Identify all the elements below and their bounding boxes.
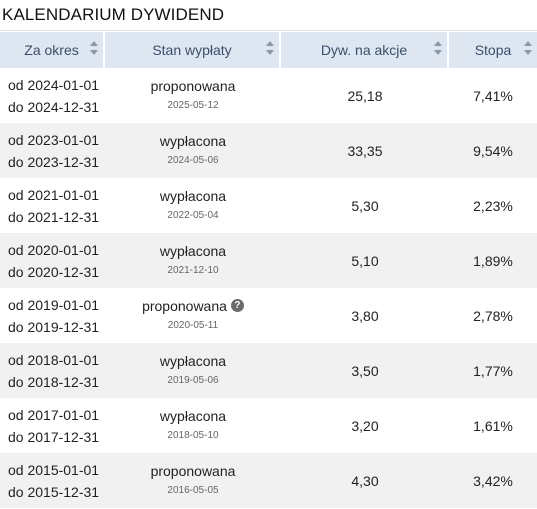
dividend-cell: 5,30: [281, 178, 449, 233]
column-header-dividend[interactable]: Dyw. na akcje: [281, 31, 449, 68]
period-to: do 2023-12-31: [8, 153, 100, 170]
status-date: 2020-05-11: [167, 319, 219, 331]
period-from: od 2024-01-01: [8, 76, 100, 93]
status-date: 2022-05-04: [167, 209, 219, 221]
dividend-cell: 5,10: [281, 233, 449, 288]
column-header-label: Za okres: [24, 42, 79, 58]
sort-icon[interactable]: [266, 41, 274, 55]
table-row: od 2015-01-01 do 2015-12-31 proponowana 20…: [0, 453, 537, 508]
period-to: do 2018-12-31: [8, 373, 100, 390]
status-date: 2024-05-06: [167, 154, 219, 166]
table-row: od 2023-01-01 do 2023-12-31 wypłacona 2024…: [0, 123, 537, 178]
status-cell: wypłacona 2019-05-06: [105, 343, 281, 398]
rate-cell: 9,54%: [449, 123, 537, 178]
period-cell: od 2023-01-01 do 2023-12-31: [0, 123, 105, 178]
sort-icon[interactable]: [90, 41, 98, 55]
rate-cell: 1,89%: [449, 233, 537, 288]
rate-cell: 1,61%: [449, 398, 537, 453]
period-from: od 2021-01-01: [8, 186, 100, 203]
table-row: od 2021-01-01 do 2021-12-31 wypłacona 2022…: [0, 178, 537, 233]
rate-cell: 3,42%: [449, 453, 537, 508]
status-date: 2025-05-12: [167, 99, 219, 111]
status-cell: proponowana? 2020-05-11: [105, 288, 281, 343]
rate-cell: 2,78%: [449, 288, 537, 343]
table-row: od 2017-01-01 do 2017-12-31 wypłacona 2018…: [0, 398, 537, 453]
period-to: do 2015-12-31: [8, 483, 100, 500]
period-to: do 2021-12-31: [8, 208, 100, 225]
table-header-row: Za okres Stan wypłaty Dyw. na akcje Stop…: [0, 31, 537, 68]
period-cell: od 2024-01-01 do 2024-12-31: [0, 68, 105, 123]
dividend-cell: 3,80: [281, 288, 449, 343]
dividend-cell: 3,20: [281, 398, 449, 453]
status-cell: wypłacona 2021-12-10: [105, 233, 281, 288]
dividend-cell: 4,30: [281, 453, 449, 508]
status-cell: wypłacona 2022-05-04: [105, 178, 281, 233]
period-to: do 2020-12-31: [8, 263, 100, 280]
status-cell: wypłacona 2024-05-06: [105, 123, 281, 178]
rate-cell: 2,23%: [449, 178, 537, 233]
status-label: proponowana: [150, 462, 236, 479]
dividend-cell: 33,35: [281, 123, 449, 178]
status-label: proponowana: [142, 297, 227, 314]
sort-icon[interactable]: [434, 41, 442, 55]
status-cell: proponowana 2016-05-05: [105, 453, 281, 508]
table-row: od 2020-01-01 do 2020-12-31 wypłacona 2021…: [0, 233, 537, 288]
period-from: od 2018-01-01: [8, 351, 100, 368]
period-cell: od 2021-01-01 do 2021-12-31: [0, 178, 105, 233]
status-label: wypłacona: [159, 242, 227, 259]
column-header-status[interactable]: Stan wypłaty: [105, 31, 281, 68]
period-from: od 2020-01-01: [8, 241, 100, 258]
table-row: od 2024-01-01 do 2024-12-31 proponowana 20…: [0, 68, 537, 123]
period-cell: od 2018-01-01 do 2018-12-31: [0, 343, 105, 398]
period-from: od 2023-01-01: [8, 131, 100, 148]
status-label: proponowana: [150, 77, 236, 94]
status-label: wypłacona: [159, 132, 227, 149]
page-title: KALENDARIUM DYWIDEND: [0, 0, 537, 31]
status-cell: wypłacona 2018-05-10: [105, 398, 281, 453]
status-date: 2021-12-10: [167, 264, 219, 276]
column-header-label: Dyw. na akcje: [320, 42, 408, 58]
sort-icon[interactable]: [524, 41, 532, 55]
question-circle-icon[interactable]: ?: [230, 298, 244, 312]
status-date: 2019-05-06: [167, 374, 219, 386]
status-date: 2016-05-05: [167, 484, 219, 496]
period-cell: od 2015-01-01 do 2015-12-31: [0, 453, 105, 508]
period-from: od 2019-01-01: [8, 296, 100, 313]
status-label: wypłacona: [159, 187, 227, 204]
period-to: do 2024-12-31: [8, 98, 100, 115]
period-to: do 2019-12-31: [8, 318, 100, 335]
dividend-cell: 3,50: [281, 343, 449, 398]
dividend-cell: 25,18: [281, 68, 449, 123]
dividend-table: Za okres Stan wypłaty Dyw. na akcje Stop…: [0, 31, 537, 508]
period-from: od 2017-01-01: [8, 406, 100, 423]
rate-cell: 7,41%: [449, 68, 537, 123]
column-header-rate[interactable]: Stopa: [449, 31, 537, 68]
status-label: wypłacona: [159, 352, 227, 369]
column-header-label: Stan wypłaty: [152, 42, 232, 58]
column-header-label: Stopa: [474, 42, 512, 58]
table-row: od 2018-01-01 do 2018-12-31 wypłacona 2019…: [0, 343, 537, 398]
table-row: od 2019-01-01 do 2019-12-31 proponowana? 2…: [0, 288, 537, 343]
rate-cell: 1,77%: [449, 343, 537, 398]
column-header-period[interactable]: Za okres: [0, 31, 105, 68]
status-label: wypłacona: [159, 407, 227, 424]
period-cell: od 2020-01-01 do 2020-12-31: [0, 233, 105, 288]
period-cell: od 2017-01-01 do 2017-12-31: [0, 398, 105, 453]
period-from: od 2015-01-01: [8, 461, 100, 478]
period-to: do 2017-12-31: [8, 428, 100, 445]
status-date: 2018-05-10: [167, 429, 219, 441]
period-cell: od 2019-01-01 do 2019-12-31: [0, 288, 105, 343]
status-cell: proponowana 2025-05-12: [105, 68, 281, 123]
